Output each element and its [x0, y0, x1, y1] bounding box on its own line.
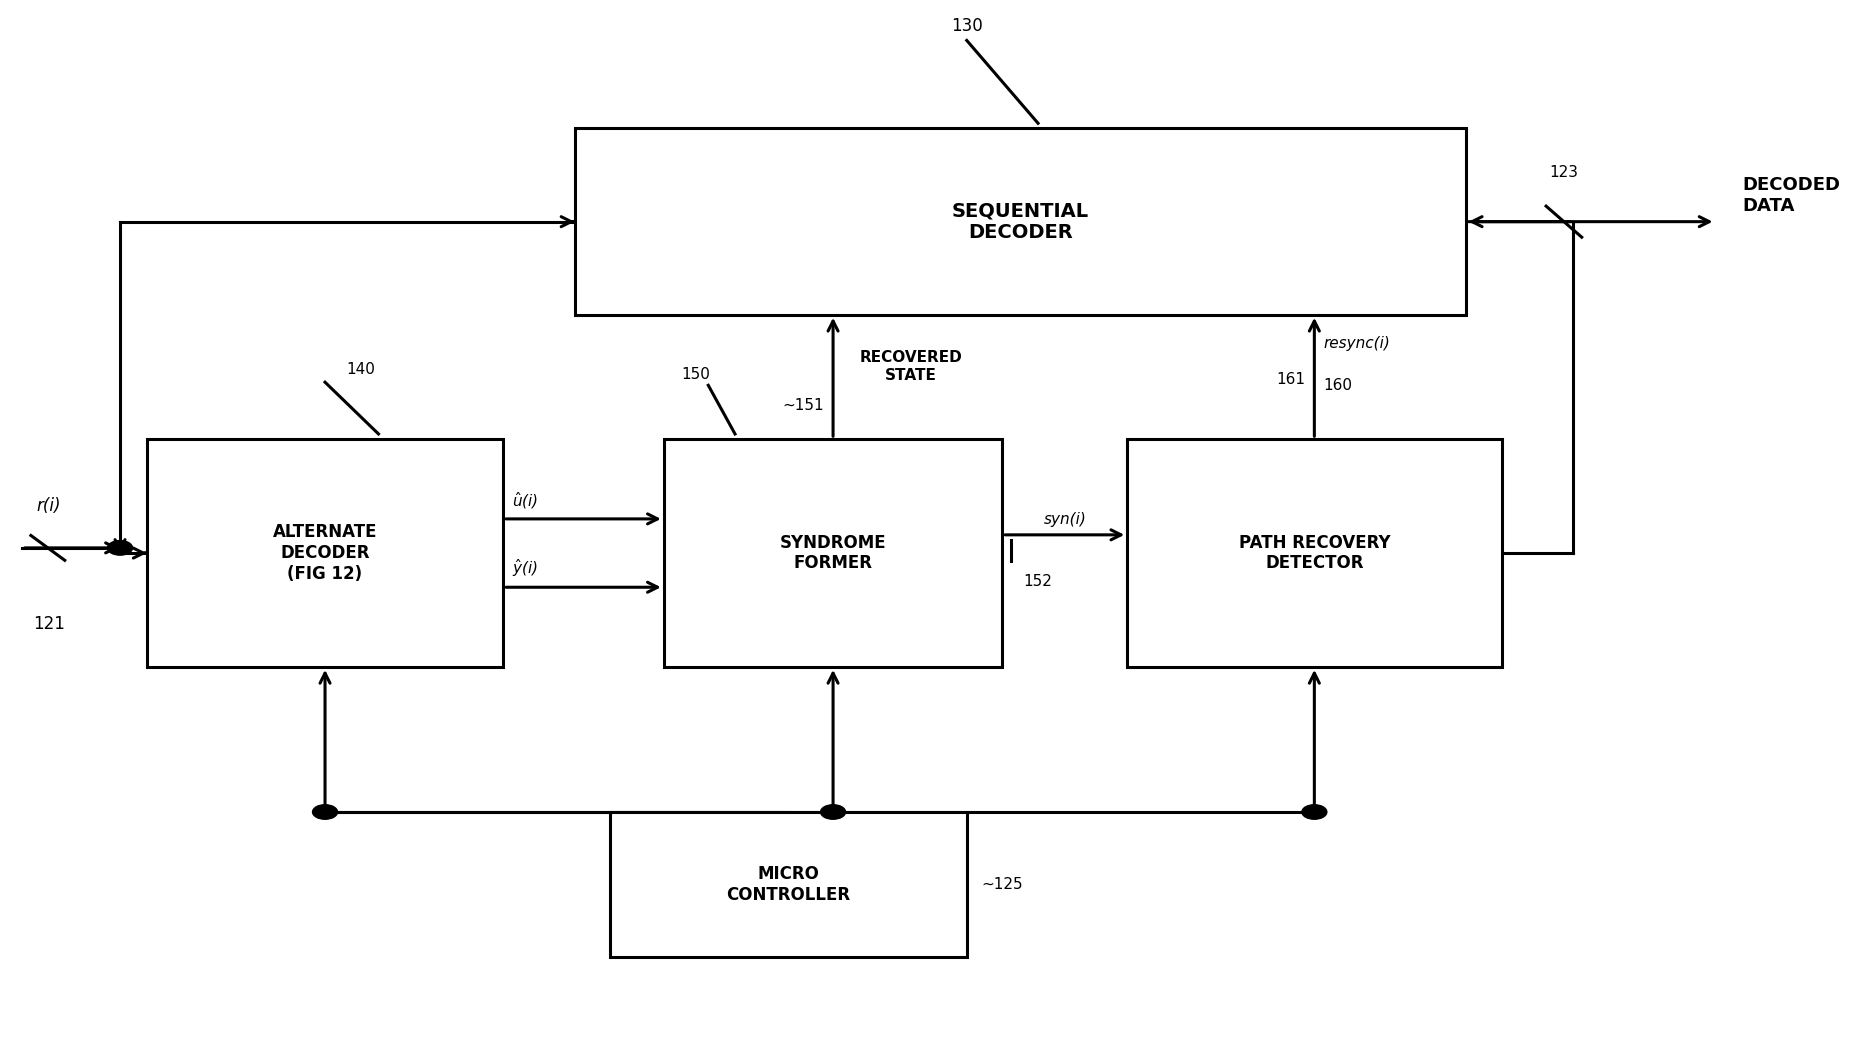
- Text: PATH RECOVERY
DETECTOR: PATH RECOVERY DETECTOR: [1238, 533, 1390, 572]
- Text: MICRO
CONTROLLER: MICRO CONTROLLER: [726, 865, 851, 904]
- Text: 123: 123: [1549, 165, 1579, 181]
- Text: r(i): r(i): [37, 497, 61, 515]
- Text: DECODED
DATA: DECODED DATA: [1742, 176, 1840, 215]
- Text: 130: 130: [951, 18, 982, 35]
- Text: 121: 121: [33, 615, 65, 634]
- Text: 152: 152: [1025, 574, 1053, 589]
- Text: resync(i): resync(i): [1323, 336, 1390, 351]
- Text: 140: 140: [347, 362, 374, 377]
- Bar: [574, 128, 1466, 315]
- Circle shape: [313, 805, 337, 820]
- Bar: [663, 440, 1002, 667]
- Text: SEQUENTIAL
DECODER: SEQUENTIAL DECODER: [952, 201, 1090, 242]
- Text: syn(i): syn(i): [1043, 512, 1086, 526]
- Text: ALTERNATE
DECODER
(FIG 12): ALTERNATE DECODER (FIG 12): [272, 523, 378, 583]
- Text: 161: 161: [1277, 373, 1306, 387]
- Circle shape: [821, 805, 845, 820]
- Bar: [1127, 440, 1501, 667]
- Circle shape: [1303, 805, 1327, 820]
- Text: $\hat{y}$(i): $\hat{y}$(i): [511, 557, 537, 579]
- Text: SYNDROME
FORMER: SYNDROME FORMER: [780, 533, 886, 572]
- Text: RECOVERED
STATE: RECOVERED STATE: [860, 351, 962, 383]
- Bar: [610, 812, 967, 957]
- Text: ~125: ~125: [980, 877, 1023, 892]
- Bar: [146, 440, 504, 667]
- Text: 150: 150: [682, 367, 710, 382]
- Text: ~151: ~151: [782, 398, 825, 413]
- Text: 160: 160: [1323, 378, 1353, 393]
- Text: $\hat{u}$(i): $\hat{u}$(i): [511, 490, 539, 511]
- Circle shape: [107, 541, 133, 555]
